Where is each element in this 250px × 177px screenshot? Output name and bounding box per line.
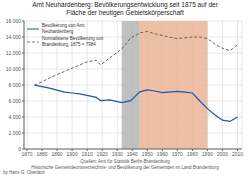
svg-text:2000: 2000 (217, 151, 228, 157)
svg-text:1930: 1930 (112, 151, 123, 157)
svg-text:4.000: 4.000 (8, 114, 21, 120)
svg-text:0: 0 (18, 146, 21, 152)
svg-text:1880: 1880 (36, 151, 47, 157)
svg-text:1870: 1870 (21, 151, 32, 157)
html-text:Bevölkerung von Amt Neuhardenb: Bevölkerung von Amt Neuhardenberg (42, 23, 85, 34)
html-text:by Hans G. Oberlack: by Hans G. Oberlack (3, 170, 45, 175)
svg-text:6.000: 6.000 (8, 98, 21, 104)
svg-text:1990: 1990 (202, 151, 213, 157)
html-text:Historische Gemeindeortsverzei: Historische Gemeindeortsverzeichnis- und… (31, 164, 219, 170)
svg-text:1970: 1970 (172, 151, 183, 157)
svg-text:1890: 1890 (52, 151, 63, 157)
svg-text:1980: 1980 (187, 151, 198, 157)
html-text:Amt Neuhardenberg: Bevölkerung: Amt Neuhardenberg: Bevölkerungsentwicklu… (32, 1, 218, 16)
svg-text:2.000: 2.000 (8, 130, 21, 136)
svg-text:1940: 1940 (127, 151, 138, 157)
svg-text:12.000: 12.000 (8, 50, 21, 56)
svg-text:2010: 2010 (232, 151, 242, 157)
svg-text:1950: 1950 (142, 151, 153, 157)
svg-text:1960: 1960 (157, 151, 168, 157)
svg-text:1910: 1910 (82, 151, 93, 157)
svg-text:16.000: 16.000 (8, 18, 21, 24)
svg-text:1920: 1920 (97, 151, 108, 157)
svg-text:10.000: 10.000 (8, 66, 21, 72)
svg-text:8.000: 8.000 (8, 82, 21, 88)
svg-text:1900: 1900 (67, 151, 78, 157)
html-text:Normalisierte Bevölkerung von: Normalisierte Bevölkerung von Brandenbur… (42, 36, 104, 47)
svg-text:14.000: 14.000 (8, 34, 21, 40)
html-text:Quellen: Amt für Statistik Ber: Quellen: Amt für Statistik Berlin-Brande… (80, 159, 170, 164)
